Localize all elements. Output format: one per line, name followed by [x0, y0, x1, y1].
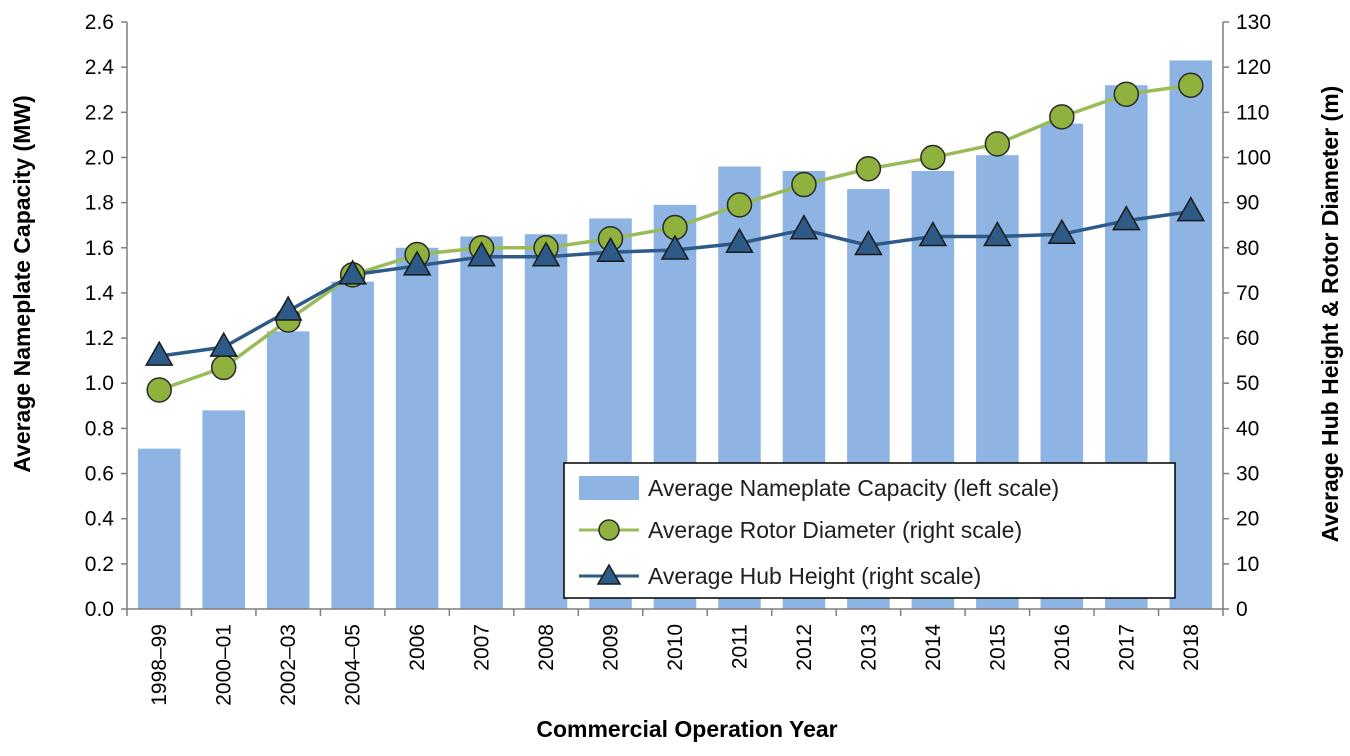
marker-rotor-diameter [920, 144, 946, 171]
marker-rotor-diameter [726, 192, 753, 218]
x-tick-label: 2011 [728, 624, 751, 669]
right-tick-label: 100 [1236, 146, 1271, 169]
marker-hub-height [402, 250, 432, 276]
marker-hub-height [467, 241, 496, 267]
marker-hub-height [209, 331, 238, 357]
legend-box [563, 462, 1176, 599]
right-y-axis-title: Average Hub Height & Rotor Diameter (m) [1317, 86, 1343, 543]
right-tick-label: 30 [1236, 463, 1259, 486]
marker-hub-height [660, 234, 690, 260]
right-tick-label: 70 [1236, 282, 1259, 305]
right-y-ticks: 0 10 20 30 40 50 60 70 80 90 100 110 120 130 [1223, 11, 1271, 621]
bar-capacity [460, 236, 503, 609]
marker-hub-height [725, 227, 754, 254]
left-tick-label: 1.6 [85, 237, 114, 260]
marker-rotor-diameter [984, 131, 1011, 157]
x-tick-label: 2017 [1115, 624, 1138, 671]
left-tick-label: 0.4 [85, 508, 115, 531]
bar-capacity [395, 247, 439, 609]
marker-hub-height [144, 340, 174, 366]
marker-hub-height [1047, 218, 1077, 244]
bar-capacity [1169, 60, 1213, 610]
right-tick-label: 130 [1236, 11, 1271, 34]
left-y-ticks: 0.0 0.2 0.4 0.6 0.8 1.0 1.2 1.4 1.6 1.8 2.0 2.2 2.4 2… [85, 11, 127, 621]
right-tick-label: 80 [1236, 237, 1259, 260]
x-tick-label: 2014 [922, 624, 945, 671]
right-tick-label: 90 [1236, 192, 1259, 215]
legend: Average Nameplate Capacity (left scale) … [563, 462, 1176, 599]
bar-capacity [202, 410, 245, 609]
bar-capacity [524, 234, 568, 609]
marker-hub-height [854, 229, 883, 256]
left-y-axis-title: Average Nameplate Capacity (MW) [9, 95, 35, 472]
left-tick-label: 2.6 [85, 11, 114, 34]
x-tick-label: 2009 [600, 624, 623, 671]
line-series-group [144, 72, 1206, 403]
left-tick-label: 1.0 [85, 372, 114, 395]
bar-capacity [266, 331, 310, 609]
legend-swatch-capacity [579, 476, 639, 500]
marker-rotor-diameter [855, 156, 882, 182]
left-tick-label: 0.6 [85, 463, 114, 486]
left-tick-label: 0.0 [85, 598, 114, 621]
marker-hub-height [596, 236, 625, 263]
marker-rotor-diameter [1113, 81, 1140, 107]
left-tick-label: 0.8 [85, 417, 114, 440]
legend-label-hub: Average Hub Height (right scale) [648, 563, 981, 589]
legend-label-capacity: Average Nameplate Capacity (left scale) [648, 475, 1059, 501]
left-tick-label: 1.8 [85, 192, 114, 215]
x-tick-label: 2004–05 [342, 624, 365, 706]
left-tick-label: 1.4 [85, 282, 115, 305]
left-tick-label: 2.0 [85, 146, 114, 169]
x-tick-label: 2016 [1051, 624, 1074, 671]
right-tick-label: 20 [1236, 508, 1259, 531]
x-tick-label: 2007 [471, 624, 494, 671]
x-tick-label: 2006 [406, 624, 429, 671]
right-tick-label: 110 [1236, 101, 1269, 124]
legend-label-rotor: Average Rotor Diameter (right scale) [648, 517, 1022, 543]
legend-marker-rotor [598, 519, 620, 541]
marker-hub-height [1112, 205, 1141, 231]
x-ticks: 1998–99 2000–01 2002–03 2004–05 2006 2007 2008… [126, 609, 1224, 706]
legend-marker-hub [596, 563, 622, 585]
marker-hub-height [531, 241, 561, 267]
right-tick-label: 40 [1236, 417, 1259, 440]
left-tick-label: 1.2 [85, 327, 114, 350]
x-tick-label: 2002–03 [277, 624, 300, 706]
x-tick-label: 2010 [664, 624, 687, 671]
x-tick-label: 2013 [857, 624, 880, 671]
x-tick-label: 2018 [1180, 624, 1203, 671]
marker-hub-height [918, 220, 948, 247]
marker-hub-height [273, 295, 303, 321]
bar-capacity [331, 281, 374, 609]
marker-rotor-diameter [146, 377, 172, 403]
marker-rotor-diameter [1049, 104, 1075, 130]
left-tick-label: 2.4 [85, 56, 115, 79]
x-tick-label: 1998–99 [148, 624, 171, 706]
bar-capacity [137, 448, 181, 609]
marker-hub-height [338, 259, 367, 285]
marker-hub-height [789, 214, 819, 240]
marker-rotor-diameter [1178, 72, 1204, 98]
right-tick-label: 50 [1236, 372, 1259, 395]
left-tick-label: 0.2 [85, 553, 114, 576]
x-tick-label: 2015 [986, 624, 1009, 671]
right-tick-label: 0 [1236, 598, 1248, 621]
x-tick-label: 2008 [535, 624, 558, 671]
marker-hub-height [983, 220, 1012, 247]
marker-rotor-diameter [791, 171, 817, 198]
right-tick-label: 10 [1236, 553, 1259, 576]
marker-rotor-diameter [210, 354, 237, 381]
x-axis-title: Commercial Operation Year [536, 716, 837, 742]
marker-hub-height [1176, 196, 1206, 222]
left-tick-label: 2.2 [85, 101, 114, 124]
x-tick-label: 2012 [793, 624, 816, 671]
right-tick-label: 60 [1236, 327, 1259, 350]
right-tick-label: 120 [1236, 56, 1271, 79]
x-tick-label: 2000–01 [213, 624, 236, 706]
